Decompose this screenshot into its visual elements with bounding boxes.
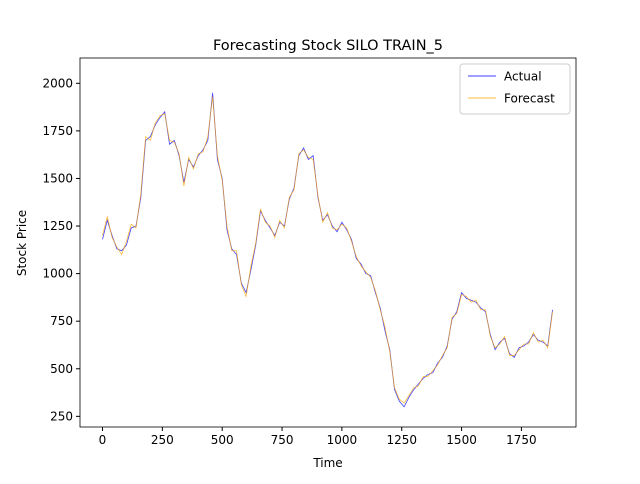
x-tick-label: 1750 <box>506 433 537 447</box>
legend-label: Forecast <box>504 92 555 106</box>
y-tick-label: 1250 <box>42 219 73 233</box>
y-tick-label: 1500 <box>42 171 73 185</box>
y-tick-label: 250 <box>50 409 73 423</box>
y-tick-label: 2000 <box>42 76 73 90</box>
y-tick-label: 1000 <box>42 267 73 281</box>
x-axis-label: Time <box>312 456 342 470</box>
y-axis-label: Stock Price <box>15 210 29 276</box>
y-tick-label: 1750 <box>42 124 73 138</box>
series-line <box>102 92 553 408</box>
x-tick-label: 750 <box>271 433 294 447</box>
x-tick-label: 0 <box>99 433 107 447</box>
x-tick-label: 1000 <box>327 433 358 447</box>
legend-label: Actual <box>504 70 542 84</box>
series-line <box>102 96 553 404</box>
x-tick-label: 1500 <box>446 433 477 447</box>
x-tick-label: 250 <box>151 433 174 447</box>
chart-title: Forecasting Stock SILO TRAIN_5 <box>213 38 443 54</box>
legend-box <box>459 63 571 115</box>
plot-frame <box>79 57 577 428</box>
y-tick-label: 750 <box>50 314 73 328</box>
x-tick-label: 1250 <box>386 433 417 447</box>
y-tick-label: 500 <box>50 362 73 376</box>
x-tick-label: 500 <box>211 433 234 447</box>
